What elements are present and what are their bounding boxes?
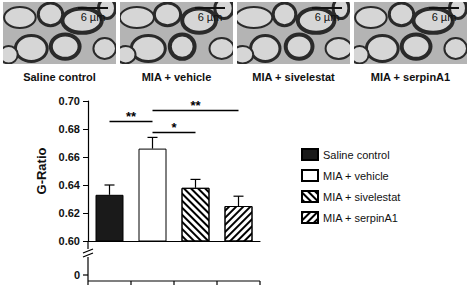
svg-text:0.70: 0.70 bbox=[59, 95, 80, 107]
svg-text:Saline control: Saline control bbox=[323, 149, 390, 161]
svg-text:**: ** bbox=[190, 98, 201, 113]
svg-text:G-Ratio: G-Ratio bbox=[34, 147, 49, 194]
svg-text:MIA + serpinA1: MIA + serpinA1 bbox=[323, 212, 398, 224]
svg-text:0.68: 0.68 bbox=[59, 123, 80, 135]
svg-text:*: * bbox=[171, 120, 177, 135]
svg-text:MIA + sivelestat: MIA + sivelestat bbox=[252, 71, 335, 83]
svg-text:0.66: 0.66 bbox=[59, 151, 80, 163]
svg-text:MIA + sivelestat: MIA + sivelestat bbox=[323, 191, 400, 203]
svg-text:0.64: 0.64 bbox=[59, 179, 81, 191]
svg-text:0.60: 0.60 bbox=[59, 235, 80, 247]
svg-text:0: 0 bbox=[74, 269, 80, 281]
svg-text:MIA + serpinA1: MIA + serpinA1 bbox=[371, 71, 450, 83]
svg-text:**: ** bbox=[126, 109, 137, 124]
svg-text:6 µm: 6 µm bbox=[432, 11, 457, 23]
svg-text:0.62: 0.62 bbox=[59, 207, 80, 219]
svg-text:MIA + vehicle: MIA + vehicle bbox=[323, 170, 389, 182]
svg-text:6 µm: 6 µm bbox=[198, 11, 223, 23]
svg-text:MIA + vehicle: MIA + vehicle bbox=[142, 71, 212, 83]
svg-text:6 µm: 6 µm bbox=[81, 11, 106, 23]
svg-text:Saline control: Saline control bbox=[23, 71, 96, 83]
svg-text:6 µm: 6 µm bbox=[315, 11, 340, 23]
